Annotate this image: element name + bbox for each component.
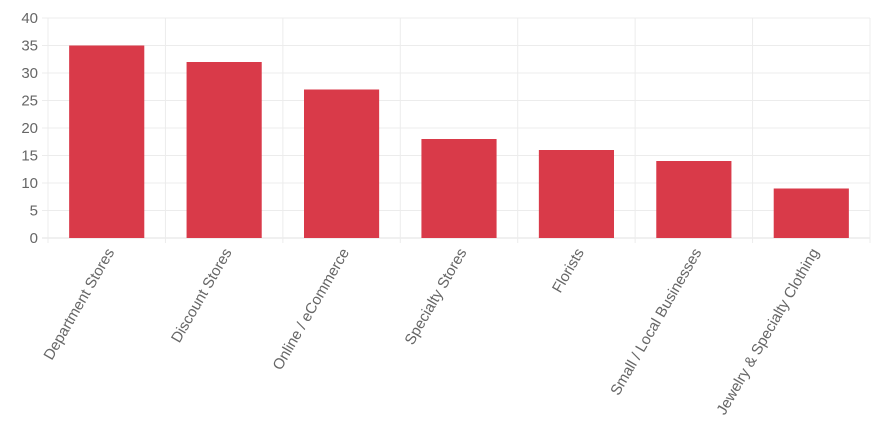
y-tick-label: 40	[21, 10, 38, 27]
y-tick-label: 5	[30, 203, 38, 220]
y-tick-label: 10	[21, 175, 38, 192]
y-tick-label: 20	[21, 120, 38, 137]
bar[interactable]	[773, 188, 849, 239]
y-tick-label: 0	[30, 230, 38, 247]
y-tick-label: 25	[21, 93, 38, 110]
x-tick-label: Discount Stores	[168, 246, 236, 346]
x-tick-label: Florists	[549, 246, 588, 296]
x-tick-label: Online / eCommerce	[270, 246, 354, 374]
x-tick-label: Small / Local Businesses	[607, 246, 705, 399]
x-tick-label: Specialty Stores	[402, 246, 471, 348]
bar[interactable]	[656, 161, 732, 238]
bar[interactable]	[538, 150, 615, 238]
grid	[42, 17, 871, 243]
x-tick-label: Department Stores	[41, 246, 119, 364]
y-tick-label: 35	[21, 38, 38, 55]
bar[interactable]	[186, 62, 262, 238]
y-axis-ticks: 0 5 10 15 20 25 30 35 40	[21, 10, 38, 247]
y-tick-label: 30	[21, 65, 38, 82]
x-tick-label: Jewelry & Specialty Clothing	[713, 246, 822, 418]
bar[interactable]	[303, 89, 380, 239]
x-axis-ticks: Department Stores Discount Stores Online /…	[41, 246, 823, 418]
y-tick-label: 15	[21, 148, 38, 165]
bar[interactable]	[421, 139, 497, 238]
bar[interactable]	[69, 45, 145, 239]
bars	[69, 45, 849, 239]
